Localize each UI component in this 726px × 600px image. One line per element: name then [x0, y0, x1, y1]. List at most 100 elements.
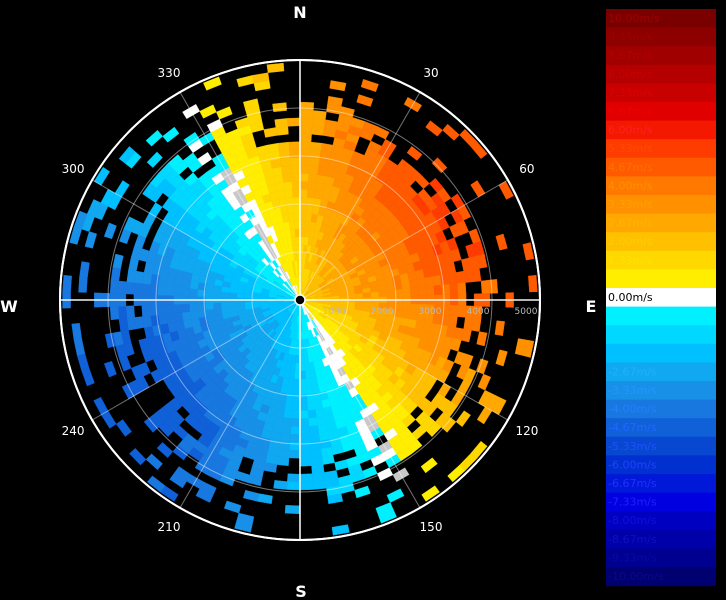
velocity-cell	[494, 320, 505, 336]
velocity-cell	[143, 416, 160, 433]
velocity-cell	[289, 434, 301, 443]
velocity-cell	[304, 370, 312, 380]
velocity-cell	[93, 396, 109, 416]
colorbar-swatch	[606, 213, 716, 233]
velocity-cell	[103, 222, 117, 240]
colorbar-label: 8.67m/s	[608, 49, 653, 62]
colorbar-swatch	[606, 83, 716, 103]
polar-labels: N E S W 30 60 120 150 210 240 300 330 1000 2000 3000 40…	[0, 3, 596, 600]
colorbar-label: -4.00m/s	[608, 403, 657, 416]
velocity-cell	[299, 473, 313, 483]
velocity-cell	[299, 157, 311, 166]
velocity-cell	[188, 288, 198, 297]
velocity-cell	[447, 315, 458, 328]
velocity-cell	[115, 419, 132, 437]
azimuth-line	[299, 299, 421, 509]
velocity-cell	[158, 313, 168, 325]
azimuth-line	[179, 91, 301, 301]
velocity-cell	[299, 418, 310, 427]
colorbar-swatch	[606, 27, 716, 47]
azimuth-label: 120	[515, 424, 538, 438]
velocity-cell	[299, 165, 310, 174]
azimuth-line	[91, 179, 301, 301]
velocity-cell	[299, 410, 309, 420]
colorbar-label: 4.67m/s	[608, 161, 653, 174]
velocity-cell	[169, 472, 187, 489]
velocity-cell	[156, 442, 174, 458]
velocity-cell	[256, 493, 273, 505]
velocity-cell	[145, 129, 163, 147]
colorbar-swatch	[606, 9, 716, 29]
colorbar-swatch	[606, 436, 716, 456]
velocity-cell	[291, 181, 301, 190]
velocity-cell	[284, 505, 301, 515]
velocity-cell	[498, 180, 514, 200]
colorbar-swatch	[606, 362, 716, 382]
velocity-cell	[299, 434, 311, 443]
colorbar-label: -6.00m/s	[608, 458, 657, 471]
velocity-cell	[220, 302, 230, 309]
velocity-cell	[118, 317, 129, 332]
velocity-cell	[78, 276, 88, 293]
velocity-cell	[213, 308, 223, 316]
colorbar-label: -4.67m/s	[608, 421, 657, 434]
outer-ring	[59, 59, 541, 541]
velocity-cell	[329, 80, 347, 92]
velocity-cell	[275, 182, 285, 192]
azimuth-label: 30	[423, 66, 438, 80]
velocity-cell	[112, 253, 124, 269]
colorbar-swatch	[606, 232, 716, 252]
velocity-cell	[276, 456, 290, 467]
velocity-cell	[334, 459, 349, 471]
velocity-cell	[81, 368, 95, 387]
velocity-cell	[311, 464, 325, 474]
azimuth-label: 330	[158, 66, 181, 80]
velocity-cell	[299, 370, 306, 380]
velocity-cell	[167, 154, 184, 170]
compass-N: N	[293, 3, 306, 22]
velocity-cell	[291, 410, 301, 420]
velocity-cell	[276, 189, 286, 200]
velocity-cell	[408, 279, 419, 289]
colorbar-swatch	[606, 343, 716, 363]
colorbar-label: -1.33m/s	[608, 328, 657, 341]
velocity-cell	[522, 242, 535, 261]
velocity-cells	[62, 62, 538, 536]
velocity-cell	[470, 180, 486, 198]
velocity-cell	[307, 181, 317, 191]
polar-grid	[59, 59, 541, 541]
colorbar-swatch	[606, 120, 716, 140]
velocity-cell	[299, 125, 313, 135]
colorbar-label: 6.67m/s	[608, 105, 653, 118]
velocity-cell	[117, 280, 128, 295]
colorbar-swatch	[606, 250, 716, 270]
colorbar-swatch	[606, 195, 716, 215]
velocity-cell	[425, 285, 435, 296]
velocity-cell	[84, 231, 97, 249]
velocity-cell	[471, 268, 482, 283]
velocity-cell	[281, 425, 292, 435]
velocity-cell	[356, 94, 374, 107]
colorbar-swatch	[606, 325, 716, 345]
velocity-cell	[204, 289, 214, 298]
velocity-cell	[243, 98, 260, 111]
velocity-cell	[76, 353, 90, 372]
velocity-cell	[308, 425, 319, 435]
compass-E: E	[586, 297, 597, 316]
velocity-cell	[310, 448, 323, 459]
velocity-cell	[303, 354, 310, 364]
velocity-cell	[205, 308, 215, 317]
velocity-cell	[100, 188, 116, 207]
azimuth-line	[299, 179, 509, 301]
velocity-cell	[117, 305, 128, 320]
velocity-cell	[79, 261, 90, 278]
velocity-cell	[86, 199, 102, 218]
velocity-cell	[299, 426, 310, 435]
velocity-cell	[299, 481, 314, 491]
colorbar-label: -3.33m/s	[608, 384, 657, 397]
velocity-cell	[378, 290, 388, 298]
velocity-cell	[129, 448, 147, 466]
velocity-cell	[299, 117, 313, 127]
velocity-cell	[71, 322, 82, 341]
velocity-cell	[306, 401, 316, 411]
